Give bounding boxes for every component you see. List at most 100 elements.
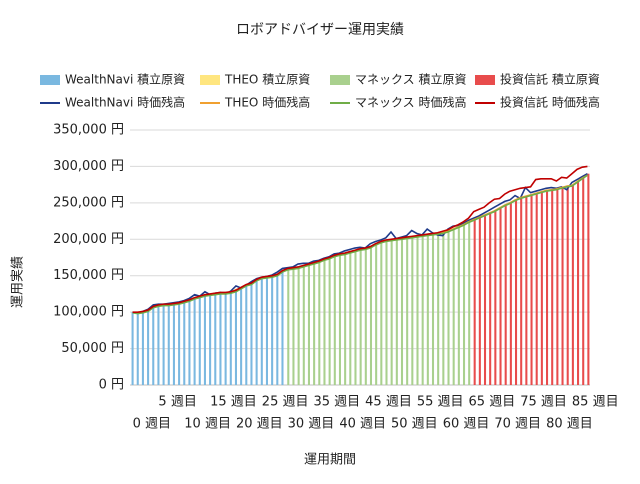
y-tick-label: 200,000 円 <box>53 232 124 247</box>
bar <box>359 248 362 385</box>
y-tick-label: 150,000 円 <box>53 268 124 283</box>
bar <box>530 194 533 385</box>
bar <box>183 301 186 385</box>
bar <box>426 234 429 385</box>
x-tick-label: 30 週目 <box>288 417 335 432</box>
bar <box>136 312 139 385</box>
bar <box>551 189 554 385</box>
x-tick-label: 60 週目 <box>443 417 490 432</box>
bar <box>287 268 290 385</box>
bar <box>188 299 191 385</box>
bar <box>400 237 404 385</box>
bar <box>349 251 352 385</box>
bar <box>442 232 445 385</box>
line <box>132 165 588 313</box>
bar <box>167 304 170 385</box>
y-tick-label: 100,000 円 <box>53 305 124 320</box>
bar <box>323 258 326 385</box>
x-tick-label: 20 週目 <box>236 417 283 432</box>
bar <box>162 304 165 385</box>
bar <box>141 311 144 385</box>
bar <box>431 233 435 385</box>
bar <box>494 210 497 385</box>
bar <box>468 221 471 385</box>
bar <box>364 248 367 385</box>
bar <box>546 189 549 385</box>
bar <box>390 239 393 385</box>
bar <box>172 303 175 385</box>
bar <box>577 181 580 385</box>
bar <box>152 306 155 385</box>
x-tick-label: 85 週目 <box>572 395 619 410</box>
bar <box>504 204 507 385</box>
legend-label: マネックス 積立原資 <box>355 72 466 87</box>
bar <box>406 237 409 385</box>
bar <box>561 186 564 385</box>
x-tick-label: 40 週目 <box>339 417 386 432</box>
bar <box>437 232 440 385</box>
bar <box>245 284 248 385</box>
legend-swatch <box>200 75 220 85</box>
line <box>132 174 588 315</box>
bar <box>535 192 538 385</box>
legend-label: 投資信託 積立原資 <box>500 72 600 87</box>
x-tick-label: 80 週目 <box>546 417 593 432</box>
bar <box>354 250 357 385</box>
x-axis-title: 運用期間 <box>304 453 356 468</box>
bar <box>385 240 388 385</box>
chart-title: ロボアドバイザー運用実績 <box>236 22 404 38</box>
bar <box>224 292 227 385</box>
bar <box>566 185 569 385</box>
bar <box>525 195 528 385</box>
legend-swatch <box>475 75 495 85</box>
bar <box>157 304 160 385</box>
bar <box>328 257 331 385</box>
bar <box>198 296 201 385</box>
legend-label: THEO 積立原資 <box>224 72 310 87</box>
bar <box>302 265 305 385</box>
legend-label: THEO 時価残高 <box>224 95 310 110</box>
bar <box>489 212 492 385</box>
bar <box>478 216 481 385</box>
bar <box>229 291 232 385</box>
bar <box>250 283 253 385</box>
legend-label: WealthNavi 時価残高 <box>65 95 185 110</box>
bar <box>514 199 518 385</box>
bar <box>219 292 222 385</box>
bar <box>333 255 336 385</box>
bar <box>483 214 487 385</box>
bar <box>452 228 455 385</box>
bar <box>178 302 181 385</box>
y-axis-title: 運用実績 <box>10 256 26 308</box>
y-tick-label: 0 円 <box>99 378 124 393</box>
x-tick-label: 35 週目 <box>313 395 360 410</box>
bar <box>395 238 398 385</box>
bar <box>292 267 295 385</box>
x-tick-label: 45 週目 <box>365 395 412 410</box>
bar <box>307 264 310 385</box>
bar <box>509 202 512 385</box>
legend-label: マネックス 時価残高 <box>355 95 466 110</box>
bar <box>147 309 150 385</box>
x-tick-label: 55 週目 <box>417 395 464 410</box>
bar <box>318 261 321 385</box>
bar <box>214 293 217 385</box>
bar <box>240 287 243 385</box>
bar <box>556 188 559 385</box>
bar <box>203 294 206 385</box>
bar <box>587 173 590 385</box>
bar <box>255 279 258 385</box>
bar <box>271 275 274 385</box>
bar <box>276 274 279 385</box>
x-tick-label: 5 週目 <box>158 395 196 410</box>
y-tick-label: 350,000 円 <box>53 123 124 138</box>
bar <box>297 266 300 385</box>
x-tick-label: 70 週目 <box>494 417 541 432</box>
bar <box>375 243 378 385</box>
bar <box>344 253 347 385</box>
bar <box>540 191 543 385</box>
bar <box>457 226 460 385</box>
x-tick-label: 75 週目 <box>520 395 567 410</box>
legend-label: WealthNavi 積立原資 <box>65 72 185 87</box>
